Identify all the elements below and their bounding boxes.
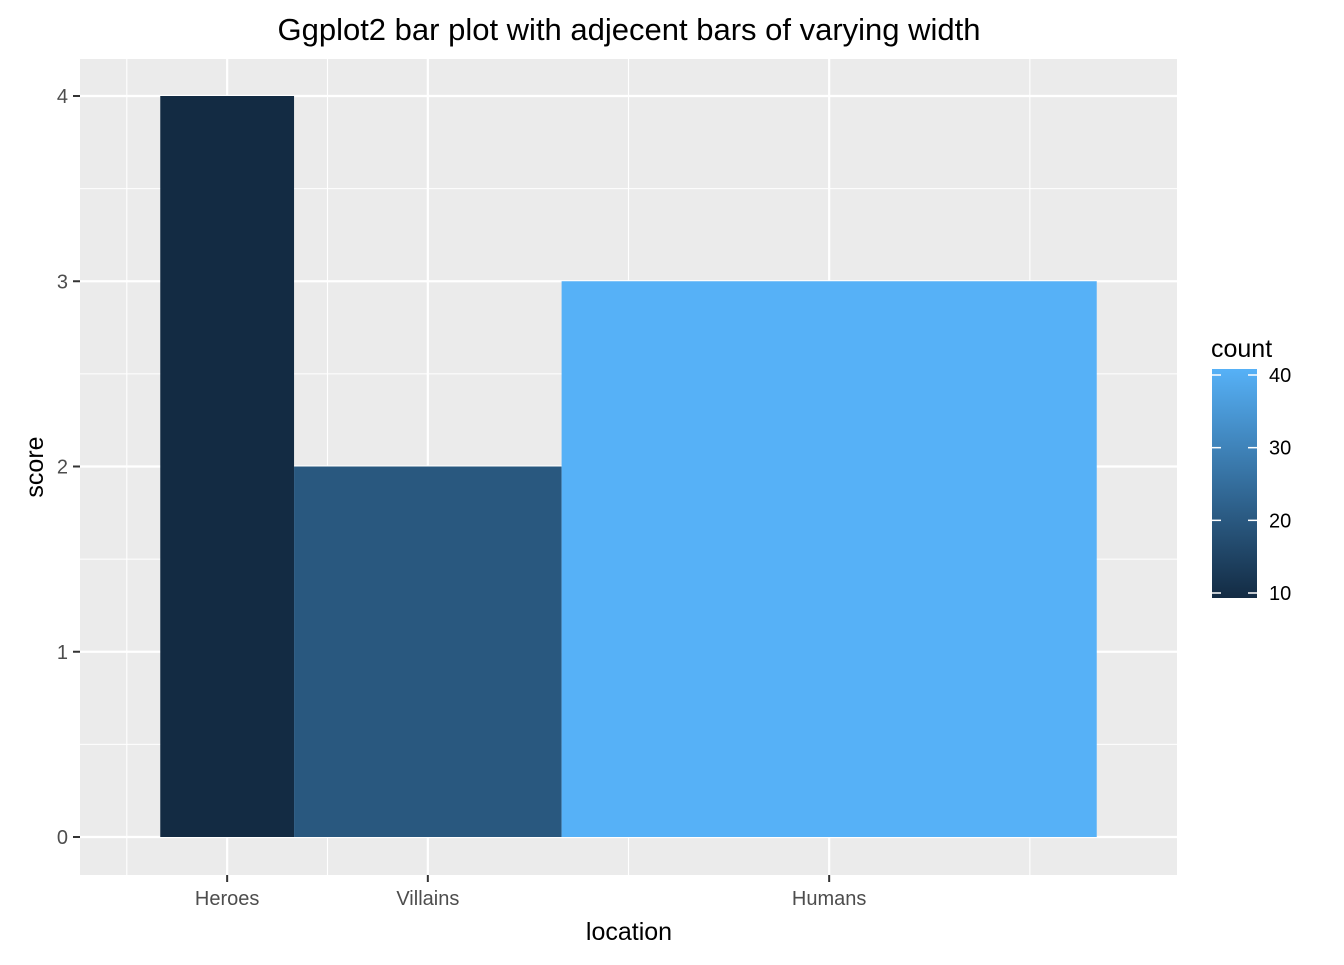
y-tick-label: 2 (57, 457, 68, 479)
bar-villains (294, 466, 562, 837)
legend-ticks: 10 20 30 40 (1212, 365, 1291, 605)
bar-heroes (160, 96, 295, 837)
bars (160, 96, 1097, 837)
legend-tick-label: 30 (1269, 438, 1291, 460)
y-tick-label: 4 (57, 86, 68, 108)
y-tick-label: 0 (57, 827, 68, 849)
legend-tick-label: 40 (1269, 365, 1291, 387)
x-tick-label: Humans (792, 888, 866, 910)
x-axis-title: location (586, 918, 672, 946)
y-tick-label: 3 (57, 271, 68, 293)
x-tick-label: Villains (396, 888, 459, 910)
y-axis: 0 1 2 3 4 (57, 86, 80, 849)
legend-tick-label: 20 (1269, 510, 1291, 532)
chart-title: Ggplot2 bar plot with adjecent bars of v… (277, 12, 980, 47)
bar-humans (561, 281, 1097, 837)
legend-tick-label: 10 (1269, 583, 1291, 605)
legend: count 10 20 30 40 (1211, 335, 1291, 605)
y-axis-title: score (21, 436, 49, 497)
x-tick-label: Heroes (195, 888, 259, 910)
y-tick-label: 1 (57, 642, 68, 664)
x-axis: Heroes Villains Humans (195, 875, 866, 910)
legend-title: count (1211, 335, 1272, 363)
legend-colorbar (1212, 369, 1257, 598)
